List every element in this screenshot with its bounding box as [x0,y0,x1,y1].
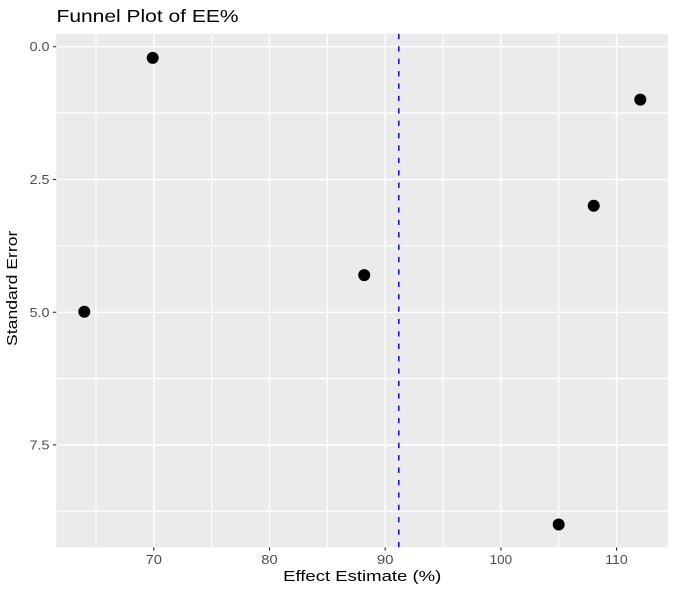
svg-text:2.5: 2.5 [30,173,50,187]
svg-text:70: 70 [146,553,162,567]
svg-text:5.0: 5.0 [30,306,50,320]
svg-text:7.5: 7.5 [30,438,50,452]
svg-text:80: 80 [261,553,277,567]
svg-text:100: 100 [490,553,513,567]
svg-text:Effect Estimate (%): Effect Estimate (%) [283,569,441,585]
svg-text:Standard Error: Standard Error [5,230,21,346]
svg-text:0.0: 0.0 [30,40,50,54]
svg-text:110: 110 [605,553,628,567]
svg-text:90: 90 [377,553,393,567]
svg-text:Funnel Plot of EE%: Funnel Plot of EE% [57,6,239,26]
